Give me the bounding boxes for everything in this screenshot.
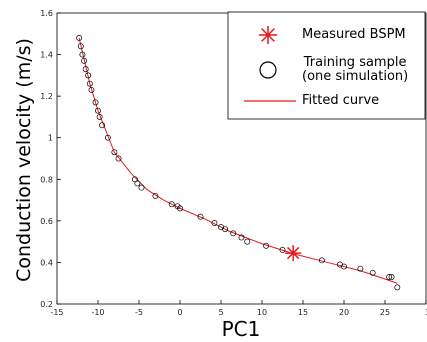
y-tick-label: 0.4 — [40, 258, 53, 267]
sample-point — [388, 274, 395, 280]
y-tick-label: 1.2 — [40, 92, 53, 101]
x-tick-label: 30 — [425, 308, 427, 317]
sample-point — [88, 86, 95, 93]
sample-point — [95, 107, 101, 114]
sample-point — [386, 274, 393, 280]
sample-point — [263, 242, 270, 249]
fitted-curve — [78, 37, 398, 284]
sample-point — [394, 284, 401, 291]
x-tick-label: -10 — [91, 308, 104, 317]
sample-point — [244, 238, 251, 245]
x-tick-label: -15 — [50, 308, 63, 317]
x-tick-label: 5 — [218, 308, 223, 317]
sample-point — [82, 66, 89, 73]
x-tick-label: -5 — [135, 308, 143, 317]
sample-point — [279, 247, 286, 253]
x-axis-label: PC1 — [222, 317, 261, 341]
y-tick-label: 0.2 — [40, 300, 53, 309]
y-tick-label: 1 — [48, 134, 53, 143]
x-tick-label: 0 — [177, 308, 182, 317]
x-tick-label: 25 — [380, 308, 390, 317]
y-tick-label: 0.6 — [40, 217, 53, 226]
sample-point — [222, 226, 229, 233]
sample-point — [104, 134, 111, 141]
sample-point — [79, 51, 86, 58]
x-tick-label: 10 — [257, 308, 267, 317]
sample-point — [77, 43, 84, 50]
sample-point — [211, 219, 218, 226]
legend-label: Fitted curve — [302, 93, 380, 108]
y-tick-label: 1.6 — [40, 9, 53, 18]
y-tick-label: 1.4 — [40, 51, 53, 60]
sample-point — [92, 99, 99, 106]
sample-point — [357, 265, 364, 272]
legend-label: Measured BSPM — [302, 27, 406, 42]
sample-point — [96, 113, 103, 120]
sample-point — [76, 34, 83, 41]
measured-point — [285, 245, 302, 262]
sample-point — [81, 57, 88, 64]
sample-point — [138, 184, 145, 191]
sample-point — [238, 234, 245, 241]
sample-point — [111, 149, 118, 156]
legend-symbol — [259, 26, 277, 44]
sample-point — [369, 269, 376, 276]
legend-label: Training sample (one simulation) — [302, 55, 409, 84]
sample-point — [230, 230, 237, 237]
y-axis-label: Conduction velocity (m/s) — [13, 38, 35, 282]
sample-point — [152, 192, 159, 199]
y-tick-label: 0.8 — [40, 175, 53, 184]
sample-point — [99, 122, 106, 129]
sample-point — [86, 80, 93, 87]
sample-point — [134, 180, 141, 187]
sample-point — [168, 201, 175, 208]
sample-point — [85, 72, 92, 79]
x-tick-label: 15 — [298, 308, 308, 317]
sample-point — [341, 263, 347, 270]
x-tick-label: 20 — [339, 308, 349, 317]
legend-symbol — [259, 61, 277, 79]
sample-point — [115, 155, 122, 162]
sample-point — [197, 213, 204, 220]
sample-point — [318, 257, 325, 264]
sample-point — [177, 205, 183, 212]
